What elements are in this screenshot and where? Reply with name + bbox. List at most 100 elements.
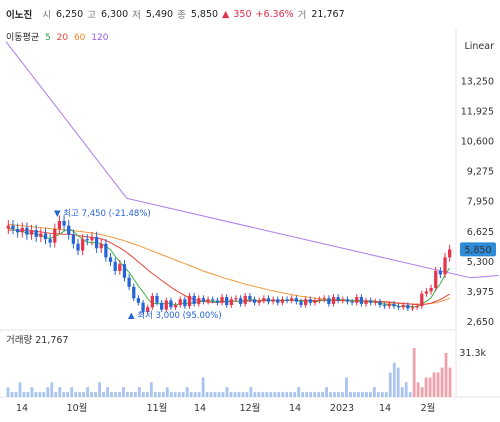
candle-body: [350, 301, 354, 303]
price-axis-tick: 9,275: [467, 167, 494, 178]
volume-bar: [141, 392, 145, 397]
time-axis-tick: 12월: [240, 402, 261, 414]
candle-body: [197, 298, 201, 304]
volume-bar: [50, 382, 54, 397]
time-axis-tick: 11월: [147, 402, 168, 414]
volume-bar: [428, 377, 432, 397]
candle-body: [322, 298, 326, 300]
volume-bar: [102, 392, 105, 397]
volume-bar: [273, 392, 277, 397]
candle-body: [396, 306, 401, 308]
volume-bar: [217, 392, 221, 397]
candle-body: [341, 299, 345, 301]
candle-body: [211, 299, 215, 301]
close-price: 5,850: [190, 8, 219, 20]
candle-body: [127, 277, 131, 287]
volume-bar: [70, 387, 74, 397]
candle-body: [369, 300, 373, 303]
volume-bar: [297, 387, 301, 397]
candle-body: [234, 298, 238, 300]
volume-bar: [364, 392, 368, 397]
volume-bar: [257, 392, 261, 397]
volume-bar: [412, 348, 416, 397]
moving-average-legend[interactable]: 이동평균 5 20 60 120: [6, 30, 111, 43]
candle-body: [215, 300, 220, 303]
volume-bar: [380, 392, 384, 397]
candle-body: [150, 295, 154, 308]
volume-bar: [213, 392, 217, 397]
price-axis-tick: 6,625: [467, 227, 494, 238]
candle-body: [85, 239, 89, 241]
candle-body: [262, 298, 266, 301]
high-label: 고: [87, 10, 96, 21]
volume-bar: [185, 387, 189, 397]
scale-mode-toggle[interactable]: Linear: [464, 41, 494, 52]
candle-body: [62, 221, 66, 226]
candle-body: [155, 295, 159, 303]
high-price-annotation: ▼ 최고 7,450 (-21.48%): [54, 208, 151, 219]
volume-bar: [384, 392, 388, 397]
volume-bar: [313, 392, 317, 397]
last-price-tag: 5,850: [460, 242, 496, 257]
candle-body: [225, 297, 229, 306]
candle-body: [257, 300, 261, 303]
candle-body: [122, 264, 127, 278]
candle-body: [173, 305, 178, 308]
volume-bar: [197, 392, 201, 397]
candle-body: [43, 233, 48, 240]
volume-bar: [225, 387, 229, 397]
ma-120-line: [5, 41, 499, 279]
moving-average-lines: [5, 41, 499, 308]
volume-bar: [58, 387, 62, 397]
candle-body: [76, 243, 80, 251]
candle-body: [355, 297, 359, 303]
low-price-annotation: ▲ 최저 3,000 (95.00%): [128, 310, 222, 321]
time-axis-tick: 14: [379, 403, 391, 414]
volume-bar: [30, 387, 34, 397]
candle-body: [359, 297, 364, 304]
volume-bar: [94, 392, 97, 397]
candle-body: [183, 299, 187, 307]
ma-20-period: 20: [56, 33, 69, 43]
candle-body: [299, 301, 303, 306]
candle-body: [327, 298, 331, 304]
candle-body: [71, 234, 75, 244]
moving-average-label: 이동평균: [6, 33, 40, 43]
volume-bar: [317, 392, 320, 397]
volume-bar: [14, 392, 18, 397]
last-price-label: 5,850: [464, 245, 491, 256]
ma-60-period: 60: [73, 33, 86, 43]
volume-bar: [98, 382, 101, 397]
volume-bar: [388, 372, 392, 397]
volume-bar: [333, 392, 336, 397]
volume-bar: [205, 392, 209, 397]
candle-body: [113, 261, 117, 271]
candle-body: [48, 239, 52, 243]
volume-bar: [265, 392, 269, 397]
candle-body: [294, 298, 298, 302]
volume-bar: [153, 392, 157, 397]
volume-bar: [233, 392, 237, 397]
stock-name: 이노진: [6, 10, 33, 21]
volume-bar: [134, 392, 137, 397]
volume-bar: [42, 392, 46, 397]
price-axis-tick: 2,650: [467, 317, 494, 328]
price-annotations: ▼ 최고 7,450 (-21.48%) ▲ 최저 3,000 (95.00%): [54, 208, 222, 321]
candle-body: [373, 301, 377, 303]
candle-body: [415, 306, 419, 308]
change-amount: 350: [233, 8, 252, 20]
volume-bar: [181, 392, 185, 397]
candle-body: [25, 227, 29, 235]
candle-body: [90, 236, 94, 241]
volume-bar: [245, 392, 249, 397]
volume-bar: [289, 392, 293, 397]
candle-body: [34, 230, 38, 237]
volume-bar: [325, 387, 328, 397]
volume-bar: [337, 392, 340, 397]
candle-body: [434, 270, 438, 288]
last-price-tag-bg: [460, 242, 496, 257]
candle-body: [169, 300, 173, 308]
candle-body: [29, 230, 34, 235]
volume-bar: [372, 387, 376, 397]
